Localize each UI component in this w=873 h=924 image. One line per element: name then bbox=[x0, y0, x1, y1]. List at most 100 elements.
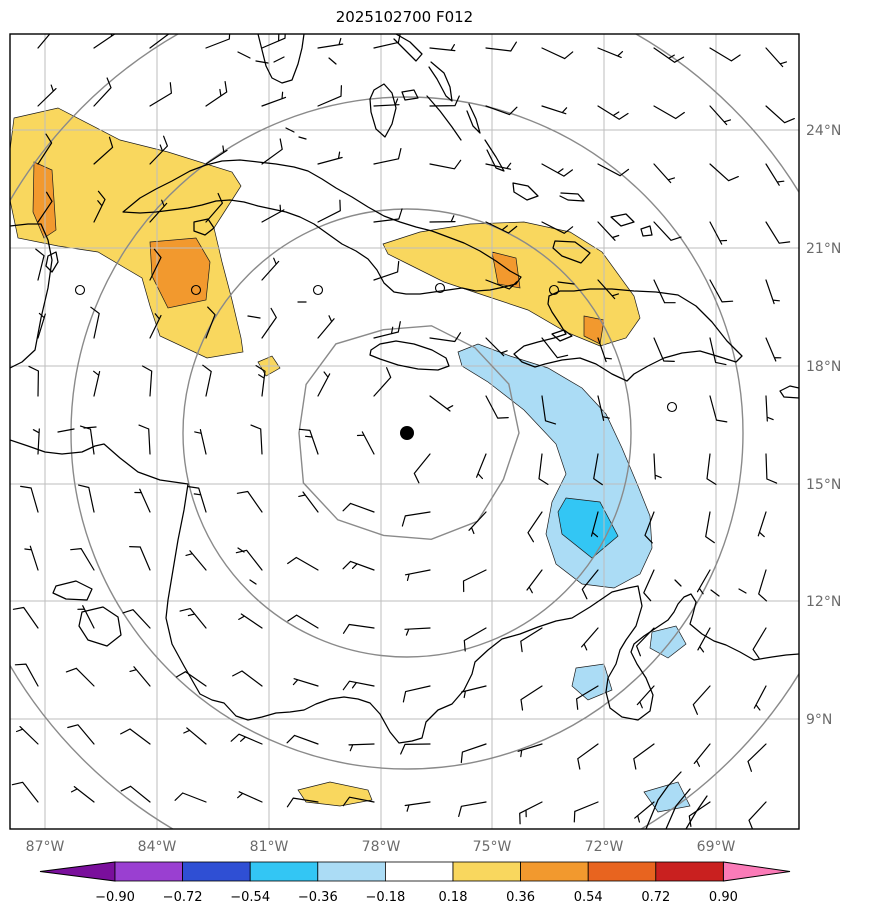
calm-wind-marker bbox=[312, 284, 324, 296]
colorbar-segment bbox=[249, 861, 319, 882]
coast-cay-sal-2 bbox=[298, 136, 307, 140]
wind-barb bbox=[753, 685, 767, 711]
wind-barb bbox=[11, 781, 39, 803]
wind-barb bbox=[400, 743, 431, 755]
coast-hispaniola bbox=[513, 288, 743, 382]
wind-barb bbox=[93, 190, 106, 223]
wind-barb bbox=[653, 337, 675, 362]
wind-barb bbox=[373, 148, 402, 165]
wind-barb bbox=[709, 279, 734, 303]
wind-barb bbox=[287, 556, 319, 571]
wind-barb bbox=[576, 685, 599, 710]
wind-barb bbox=[538, 453, 549, 485]
coast-andros bbox=[369, 83, 397, 138]
wind-barb bbox=[765, 221, 791, 244]
wind-barb bbox=[174, 792, 207, 803]
wind-barb bbox=[90, 306, 100, 339]
wind-barb bbox=[317, 37, 344, 49]
wind-barb bbox=[348, 743, 375, 752]
wind-barb bbox=[748, 801, 767, 829]
wind-barb bbox=[93, 370, 101, 397]
wind-barb bbox=[149, 135, 168, 165]
wind-barb bbox=[757, 511, 767, 538]
coast-puerto-rico bbox=[779, 385, 799, 399]
calm-wind-marker bbox=[434, 282, 446, 294]
wind-barb bbox=[77, 605, 95, 629]
coast-yucatan bbox=[10, 223, 53, 369]
wind-barb bbox=[317, 315, 335, 339]
wind-barb bbox=[401, 511, 431, 527]
wind-barb bbox=[205, 192, 223, 223]
anomaly-region-neg-weak-s1 bbox=[649, 625, 687, 659]
coast-crooked-acklins bbox=[512, 182, 539, 201]
wind-barb bbox=[634, 801, 655, 823]
wind-barb bbox=[261, 91, 287, 107]
map-frame bbox=[9, 33, 800, 830]
lon-tick-label: 75°W bbox=[473, 839, 512, 855]
colorbar-tick-label: 0.54 bbox=[574, 890, 603, 905]
wind-barb bbox=[590, 511, 599, 538]
lon-tick-label: 81°W bbox=[250, 839, 289, 855]
wind-barb bbox=[286, 797, 319, 808]
wind-barb bbox=[765, 395, 774, 422]
wind-barb bbox=[653, 279, 676, 304]
wind-barb bbox=[463, 627, 487, 652]
wind-barb bbox=[129, 666, 151, 687]
coast-grand-cayman bbox=[247, 315, 261, 319]
wind-barb bbox=[67, 724, 95, 745]
wind-barb bbox=[597, 279, 619, 300]
wind-barb bbox=[194, 429, 207, 455]
colorbar-segment bbox=[182, 861, 251, 882]
wind-barb bbox=[14, 663, 39, 687]
wind-barb bbox=[765, 163, 785, 186]
wind-barb bbox=[70, 786, 95, 803]
wind-barb bbox=[541, 105, 568, 115]
wind-barb bbox=[765, 105, 795, 124]
coast-roatan bbox=[57, 428, 75, 433]
storm-center-dot bbox=[400, 426, 414, 440]
wind-barb bbox=[93, 136, 114, 165]
coast-gonave bbox=[551, 329, 573, 342]
coast-long-island bbox=[484, 139, 505, 172]
wind-barb bbox=[317, 199, 341, 223]
wind-barb bbox=[593, 453, 603, 486]
wind-barb bbox=[765, 47, 787, 68]
wind-barb bbox=[461, 685, 487, 699]
wind-barb bbox=[653, 221, 682, 241]
wind-barb bbox=[485, 162, 512, 170]
wind-barb bbox=[238, 613, 263, 629]
colorbar-segment bbox=[317, 861, 386, 882]
wind-barb bbox=[342, 680, 375, 691]
wind-barb bbox=[520, 685, 543, 711]
lat-tick-label: 24°N bbox=[806, 123, 841, 139]
wind-barb bbox=[429, 215, 456, 223]
anomaly-region-neg-weak-arc bbox=[457, 343, 653, 589]
coast-river-2 bbox=[665, 788, 691, 829]
calm-wind-marker bbox=[74, 284, 86, 296]
wind-barb bbox=[633, 743, 655, 770]
lat-tick-label: 18°N bbox=[806, 359, 841, 375]
wind-barb bbox=[429, 332, 462, 343]
wind-barb bbox=[485, 337, 508, 357]
coast-keys-1 bbox=[237, 51, 251, 59]
coast-jamaica bbox=[369, 340, 450, 371]
wind-barb bbox=[28, 365, 39, 397]
wind-barb bbox=[138, 424, 151, 455]
wind-barb bbox=[79, 425, 95, 455]
wind-barb bbox=[485, 395, 509, 419]
wind-barb bbox=[261, 204, 285, 223]
wind-barb bbox=[597, 337, 612, 363]
wind-barb bbox=[692, 685, 711, 715]
wind-barb bbox=[286, 734, 319, 745]
wind-barb bbox=[250, 424, 263, 455]
colorbar-arrow-left bbox=[39, 861, 116, 882]
coast-keys-3 bbox=[273, 56, 285, 63]
colorbar-segment bbox=[587, 861, 657, 882]
wind-barb bbox=[120, 785, 151, 803]
coast-florida-tip bbox=[257, 34, 305, 84]
wind-barb bbox=[205, 306, 216, 339]
wind-barb bbox=[597, 105, 629, 120]
coast-bonaire bbox=[738, 588, 747, 594]
wind-barb bbox=[706, 453, 717, 485]
